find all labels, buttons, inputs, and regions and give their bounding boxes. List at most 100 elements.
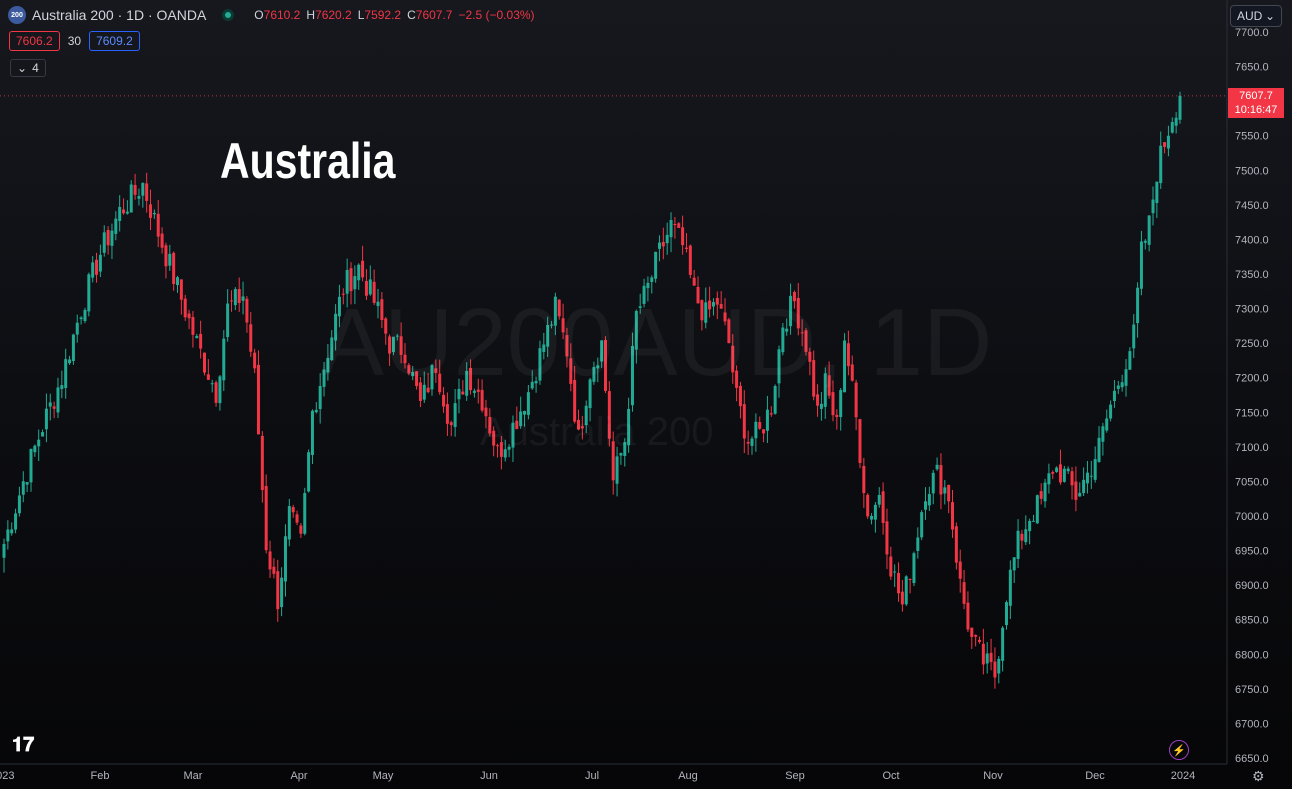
candle-body (1124, 369, 1128, 386)
candle-body (1062, 468, 1066, 482)
candle-body (819, 403, 823, 409)
candle-body (985, 653, 989, 664)
symbol-title[interactable]: Australia 200 · 1D · OANDA (32, 7, 207, 23)
change-value: −2.5 (−0.03%) (458, 8, 535, 22)
candle-body (580, 426, 584, 429)
currency-selector[interactable]: AUD ⌄ (1230, 5, 1282, 27)
candle-body (260, 435, 264, 491)
candle-body (218, 376, 222, 404)
bolt-icon[interactable]: ⚡ (1169, 740, 1189, 760)
candle-body (854, 382, 858, 418)
watermark-description: Australia 200 (480, 410, 714, 454)
candle-body (411, 371, 415, 377)
candle-body (98, 254, 102, 272)
candle-body (742, 404, 746, 439)
candle-body (661, 241, 665, 247)
candle-body (565, 335, 569, 357)
candle-body (924, 501, 928, 510)
price-tick-label: 6950.0 (1235, 546, 1269, 558)
candle-body (1074, 481, 1078, 500)
candle-body (87, 274, 91, 312)
candle-body (1078, 492, 1082, 497)
candle-body (91, 262, 95, 278)
candle-body (1166, 135, 1170, 149)
candle-body (199, 333, 203, 349)
candle-body (1082, 479, 1086, 494)
watermark-symbol: AU200AUD, 1D (320, 289, 993, 396)
candle-body (1097, 437, 1101, 462)
candle-body (1055, 467, 1059, 472)
candle-body (708, 300, 712, 310)
time-tick-label: Apr (290, 770, 307, 782)
candle-body (372, 281, 376, 303)
candle-body (1043, 482, 1047, 502)
candle-body (1116, 385, 1120, 389)
open-value: 7610.2 (263, 8, 301, 22)
candle-body (981, 643, 985, 665)
candle-body (792, 292, 796, 302)
candle-body (283, 536, 287, 582)
candle-body (237, 289, 241, 304)
candle-body (519, 411, 523, 427)
candle-body (862, 465, 866, 494)
candle-body (1070, 471, 1074, 486)
candle-body (488, 416, 492, 434)
candle-body (472, 390, 476, 393)
time-tick-label: 2023 (0, 770, 14, 782)
gear-icon[interactable]: ⚙ (1252, 768, 1265, 784)
candle-body (114, 218, 118, 234)
candle-body (827, 375, 831, 396)
candle-body (627, 408, 631, 446)
candle-body (318, 386, 322, 410)
candle-body (345, 270, 349, 294)
candle-body (110, 230, 114, 246)
candle-body (881, 491, 885, 523)
candle-body (95, 259, 99, 275)
last-price-value: 7607.7 (1239, 90, 1273, 102)
price-tick-label: 7000.0 (1235, 511, 1269, 523)
candle-body (804, 330, 808, 352)
candle-body (407, 364, 411, 374)
candle-body (1136, 287, 1140, 324)
indicators-toggle-button[interactable]: ⌄ 4 (10, 59, 46, 77)
candle-body (823, 373, 827, 407)
candle-body (1174, 117, 1178, 126)
candle-body (603, 340, 607, 391)
candle-body (264, 486, 268, 551)
buy-button[interactable]: 7609.2 (89, 31, 140, 51)
chevron-down-icon: ⌄ (17, 61, 28, 75)
candle-body (1031, 520, 1035, 522)
candle-body (719, 303, 723, 309)
price-tick-label: 7650.0 (1235, 62, 1269, 74)
candle-body (1093, 459, 1097, 480)
candle-body (561, 318, 565, 333)
candle-body (665, 234, 669, 244)
candle-body (846, 343, 850, 367)
price-tick-label: 7350.0 (1235, 269, 1269, 281)
candle-body (573, 379, 577, 422)
candle-body (831, 392, 835, 416)
candle-body (966, 602, 970, 630)
candle-body (870, 515, 874, 520)
candle-body (152, 212, 156, 215)
market-status-icon[interactable] (222, 9, 235, 21)
candle-body (553, 296, 557, 326)
candle-body (341, 293, 345, 295)
sell-button[interactable]: 7606.2 (9, 31, 60, 51)
candle-body (1128, 351, 1132, 370)
candle-body (1089, 475, 1093, 477)
candle-body (17, 495, 21, 514)
candle-body (1147, 215, 1151, 245)
candle-body (692, 277, 696, 286)
candle-body (657, 242, 661, 249)
tradingview-logo-icon[interactable]: 𝟏𝟕 (12, 734, 35, 756)
candle-body (1004, 602, 1008, 626)
price-tick-label: 7150.0 (1235, 407, 1269, 419)
candle-body (376, 301, 380, 307)
candle-body (1001, 627, 1005, 661)
candle-body (557, 299, 561, 317)
candle-body (947, 484, 951, 502)
candle-body (484, 407, 488, 417)
candle-body (951, 502, 955, 530)
